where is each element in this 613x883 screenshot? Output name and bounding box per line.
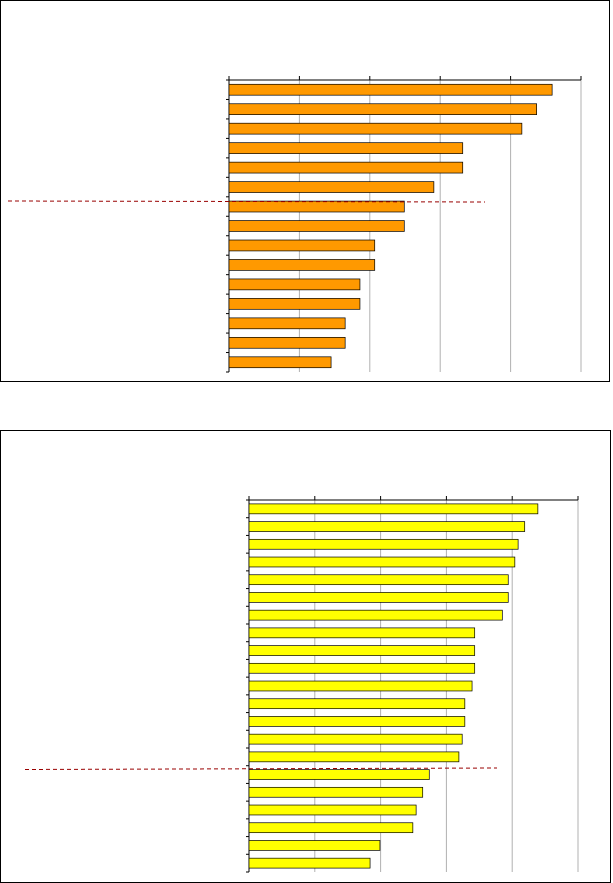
bar: [228, 220, 405, 232]
bar: [228, 161, 464, 174]
bar: [248, 804, 417, 816]
reference-line: [24, 767, 498, 770]
bar: [248, 592, 509, 603]
bar: [228, 142, 464, 154]
bar: [228, 278, 361, 291]
bar: [248, 769, 430, 780]
bar: [228, 239, 376, 252]
bar: [248, 627, 476, 639]
bar: [248, 521, 526, 532]
bar: [248, 786, 424, 798]
bar: [248, 645, 476, 656]
reference-line: [7, 200, 486, 203]
bar: [228, 200, 405, 213]
bar: [248, 716, 466, 727]
bar: [228, 317, 346, 330]
bar: [248, 662, 476, 674]
bar: [248, 822, 414, 834]
bar: [248, 840, 381, 851]
bar: [248, 609, 503, 621]
bar: [228, 298, 361, 310]
plots: [226, 76, 582, 873]
bar: [248, 503, 539, 515]
bar: [248, 857, 371, 869]
bar: [248, 733, 463, 745]
bar: [248, 556, 516, 568]
bar: [248, 751, 460, 763]
bar: [248, 698, 466, 710]
bar: [248, 538, 519, 550]
bar: [228, 83, 553, 96]
bar: [228, 356, 332, 369]
bar: [228, 103, 537, 116]
bar: [228, 336, 346, 349]
bar: [248, 574, 509, 586]
bar: [228, 259, 376, 271]
bar: [228, 122, 523, 135]
bar: [228, 181, 435, 193]
bar: [248, 680, 473, 692]
